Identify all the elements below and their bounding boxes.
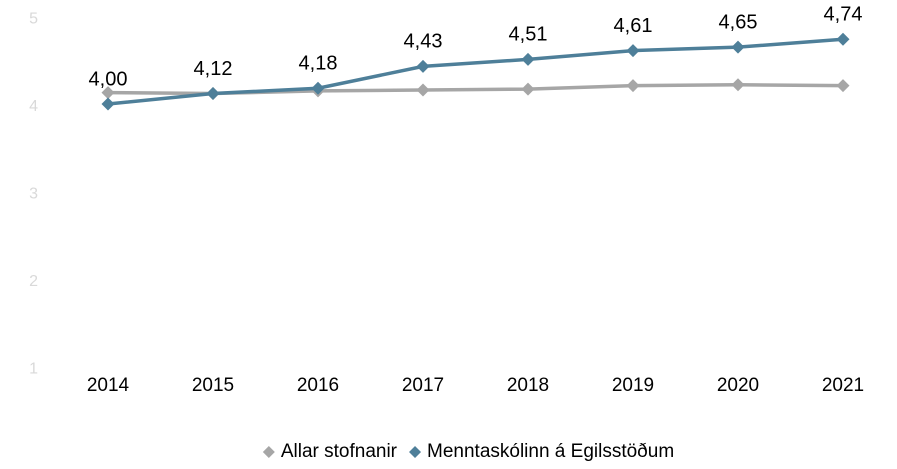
data-label: 4,12 (194, 58, 233, 80)
series-line (107, 37, 844, 106)
x-tick-label: 2016 (297, 375, 339, 396)
x-tick-label: 2014 (87, 375, 130, 396)
point-marker (626, 44, 640, 58)
point-marker (416, 83, 430, 97)
y-tick-label: 1 (29, 361, 38, 378)
data-label: 4,74 (824, 4, 863, 26)
data-label: 4,61 (614, 15, 653, 37)
point-marker (836, 32, 850, 46)
x-tick-label: 2019 (612, 375, 654, 396)
y-tick-label: 2 (29, 273, 38, 290)
data-label: 4,51 (509, 24, 548, 46)
point-marker (101, 86, 115, 100)
legend-marker (409, 446, 422, 458)
legend-label: Menntaskólinn á Egilsstöðum (427, 441, 674, 462)
point-marker (311, 81, 325, 95)
data-label: 4,00 (89, 68, 128, 90)
point-marker (521, 52, 535, 66)
point-marker (206, 87, 220, 100)
point-marker (521, 82, 535, 96)
y-tick-label: 3 (29, 186, 38, 203)
data-label: 4,43 (404, 31, 443, 53)
x-tick-label: 2015 (192, 375, 234, 396)
x-tick-label: 2017 (402, 375, 444, 396)
point-marker (626, 79, 640, 93)
point-marker (731, 40, 745, 54)
point-marker (836, 79, 850, 93)
x-tick-label: 2020 (717, 375, 759, 396)
x-tick-label: 2021 (822, 375, 864, 396)
point-marker (731, 78, 745, 92)
x-tick-label: 2018 (507, 375, 549, 396)
data-label: 4,65 (719, 11, 758, 33)
data-label: 4,18 (299, 53, 338, 75)
legend-label: Allar stofnanir (281, 441, 398, 462)
y-tick-label: 4 (29, 98, 38, 115)
legend-marker (262, 446, 275, 458)
legend: Allar stofnanir Menntaskólinn á Egilsstöð… (262, 441, 674, 462)
point-marker (416, 59, 430, 73)
point-marker (101, 97, 115, 111)
y-tick-label: 5 (29, 11, 38, 28)
